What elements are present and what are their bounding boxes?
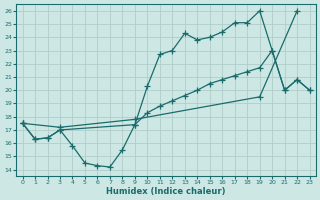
X-axis label: Humidex (Indice chaleur): Humidex (Indice chaleur) [106,187,226,196]
